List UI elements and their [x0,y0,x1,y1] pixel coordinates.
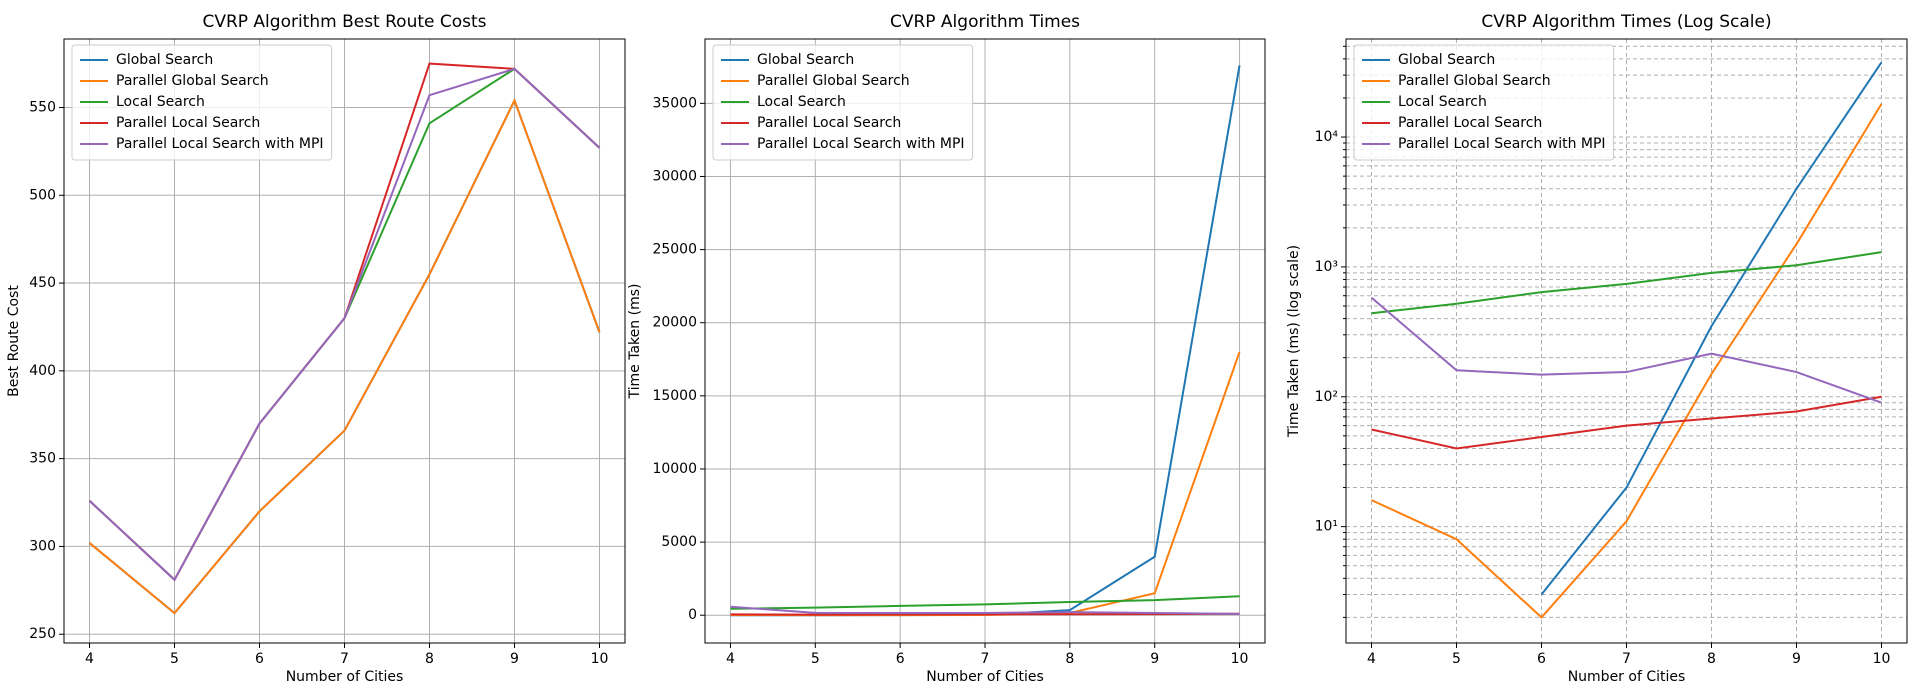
subplot: 4 5 6 7 8 9 10 250 300 350 400 450 500 550 CVRP Algori… [6,12,626,685]
legend-label: Parallel Local Search [757,115,901,131]
y-tick-label: 0 [688,607,697,623]
x-tick-label: 6 [255,651,264,667]
x-tick-label: 5 [811,651,820,667]
legend-label: Global Search [757,52,854,68]
chart-title: CVRP Algorithm Times (Log Scale) [1481,12,1771,32]
legend-label: Parallel Global Search [116,73,269,89]
y-tick-label: 10¹ [1315,519,1338,535]
y-tick-label: 250 [29,626,56,642]
x-axis-label: Number of Cities [1568,669,1686,685]
x-tick-label: 10 [1231,651,1249,667]
legend: Global Search Parallel Global Search Local… [1353,44,1615,161]
x-tick-label: 6 [1537,651,1546,667]
y-tick-label: 300 [29,538,56,554]
x-tick-label: 10 [591,651,609,667]
y-tick-label: 550 [29,99,56,115]
x-tick-label: 10 [1873,651,1891,667]
legend-label: Parallel Local Search [116,115,260,131]
series-line [1371,395,1882,450]
y-axis-label: Time Taken (ms) (log scale) [1286,245,1302,438]
x-tick-label: 4 [1367,651,1376,667]
axes-frame [704,38,1266,644]
y-tick-label: 350 [29,451,56,467]
x-tick-label: 8 [1707,651,1716,667]
x-tick-label: 9 [1150,651,1159,667]
x-tick-label: 4 [85,651,94,667]
legend-label: Parallel Local Search with MPI [757,136,965,152]
legend-box [712,44,974,161]
y-tick-label: 450 [29,275,56,291]
x-tick-label: 9 [510,651,519,667]
legend: Global Search Parallel Global Search Local… [712,44,974,161]
series-line [1370,296,1882,404]
y-axis-label: Best Route Cost [6,285,22,397]
series-line [1371,251,1882,315]
x-tick-label: 9 [1792,651,1801,667]
legend-label: Local Search [116,94,205,110]
series-line [1371,103,1883,619]
x-axis-label: Number of Cities [286,669,404,685]
y-tick-label: 5000 [661,534,697,550]
y-tick-label: 25000 [652,242,697,258]
series-line [730,612,1240,616]
x-tick-label: 4 [726,651,735,667]
y-tick-label: 10⁴ [1315,129,1339,145]
y-axis-label: Time Taken (ms) [627,284,643,400]
x-tick-label: 8 [425,651,434,667]
y-tick-label: 35000 [652,95,697,111]
x-tick-label: 7 [340,651,349,667]
legend-label: Parallel Local Search [1398,115,1542,131]
x-tick-label: 5 [170,651,179,667]
legend-label: Parallel Global Search [1398,73,1551,89]
x-tick-label: 7 [1622,651,1631,667]
y-tick-label: 30000 [652,168,697,184]
axes-frame [63,38,626,644]
chart-title: CVRP Algorithm Times [890,12,1080,32]
legend-label: Parallel Local Search with MPI [1398,136,1606,152]
x-tick-label: 6 [896,651,905,667]
x-axis-label: Number of Cities [926,669,1044,685]
x-tick-label: 7 [981,651,990,667]
x-tick-label: 8 [1065,651,1074,667]
y-tick-label: 10000 [652,461,697,477]
legend-label: Parallel Global Search [757,73,910,89]
legend-label: Global Search [1398,52,1495,68]
legend-box [1353,44,1615,161]
y-tick-label: 20000 [652,315,697,331]
series-line [730,605,1240,615]
subplot: 4 5 6 7 8 9 10 0 5000 10000 15000 20000 25000 30000 35… [627,12,1266,685]
y-tick-label: 400 [29,363,56,379]
legend-label: Local Search [1398,94,1487,110]
series-line [88,67,601,582]
legend-box [71,44,333,161]
series-line [88,97,601,615]
series-line [1540,61,1883,596]
series-line [730,595,1240,610]
legend-label: Parallel Local Search with MPI [116,136,324,152]
axes-frame [1345,38,1908,644]
y-tick-label: 10³ [1315,259,1338,275]
legend: Global Search Parallel Global Search Local… [71,44,333,161]
subplot: 4 5 6 7 8 9 10 10¹ 10² 10³ 10⁴ CVRP Algorithm Times… [1286,12,1908,685]
x-tick-label: 5 [1452,651,1461,667]
y-tick-label: 500 [29,187,56,203]
legend-label: Global Search [116,52,213,68]
legend-label: Local Search [757,94,846,110]
y-tick-label: 15000 [652,388,697,404]
chart-title: CVRP Algorithm Best Route Costs [202,12,486,32]
y-tick-label: 10² [1315,389,1338,405]
